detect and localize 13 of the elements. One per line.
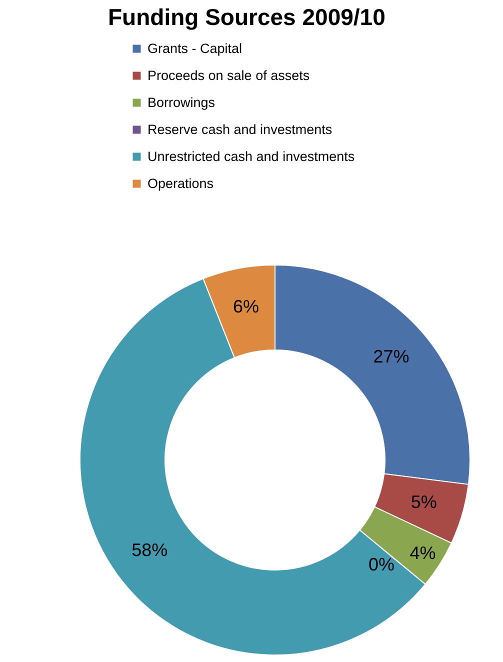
legend-label: Grants - Capital: [148, 40, 242, 56]
legend-label: Unrestricted cash and investments: [148, 148, 355, 164]
legend-label: Borrowings: [148, 94, 216, 110]
data-label: 58%: [132, 540, 168, 560]
data-label: 4%: [410, 542, 436, 563]
legend-label: Reserve cash and investments: [148, 122, 332, 137]
data-label: 6%: [232, 296, 259, 317]
legend-label: Operations: [148, 176, 214, 191]
chart-title: Funding Sources 2009/10: [108, 4, 386, 30]
data-label: 27%: [373, 346, 410, 366]
text: 0%: [368, 554, 395, 575]
legend-label: Proceeds on sale of assets: [148, 68, 310, 83]
data-label: 5%: [410, 492, 437, 512]
